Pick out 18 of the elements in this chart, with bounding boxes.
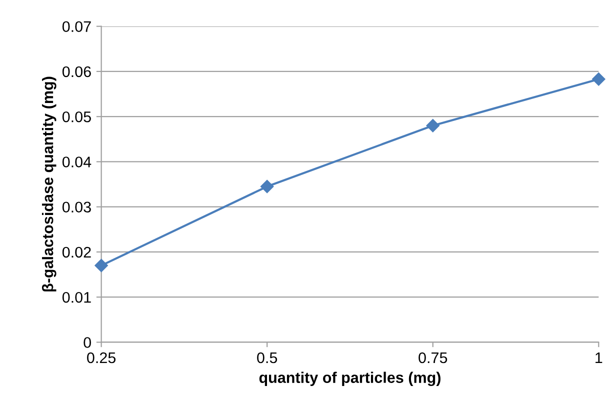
y-tick-label: 0.06 bbox=[62, 66, 91, 78]
x-axis-title: quantity of particles (mg) bbox=[259, 372, 440, 386]
y-tick-label: 0 bbox=[84, 337, 91, 348]
x-tick-label: 0.25 bbox=[87, 352, 116, 364]
y-axis-title: β-galactosidase quantity (mg) bbox=[42, 76, 56, 292]
point bbox=[260, 180, 274, 194]
x-tick-label: 1 bbox=[596, 352, 602, 364]
y-tick-label: 0.05 bbox=[62, 111, 91, 122]
y-tick-label: 0.03 bbox=[62, 202, 91, 213]
y-tick-label: 0.02 bbox=[62, 246, 91, 258]
point bbox=[426, 119, 440, 132]
x-tick-label: 0.75 bbox=[418, 352, 448, 364]
y-tick-label: 0.01 bbox=[62, 292, 91, 303]
point bbox=[592, 72, 606, 86]
point bbox=[94, 258, 108, 272]
y-tick-label: 0.04 bbox=[62, 156, 92, 168]
y-tick-label: 0.07 bbox=[62, 21, 91, 32]
x-tick-label: 0.5 bbox=[257, 352, 278, 364]
